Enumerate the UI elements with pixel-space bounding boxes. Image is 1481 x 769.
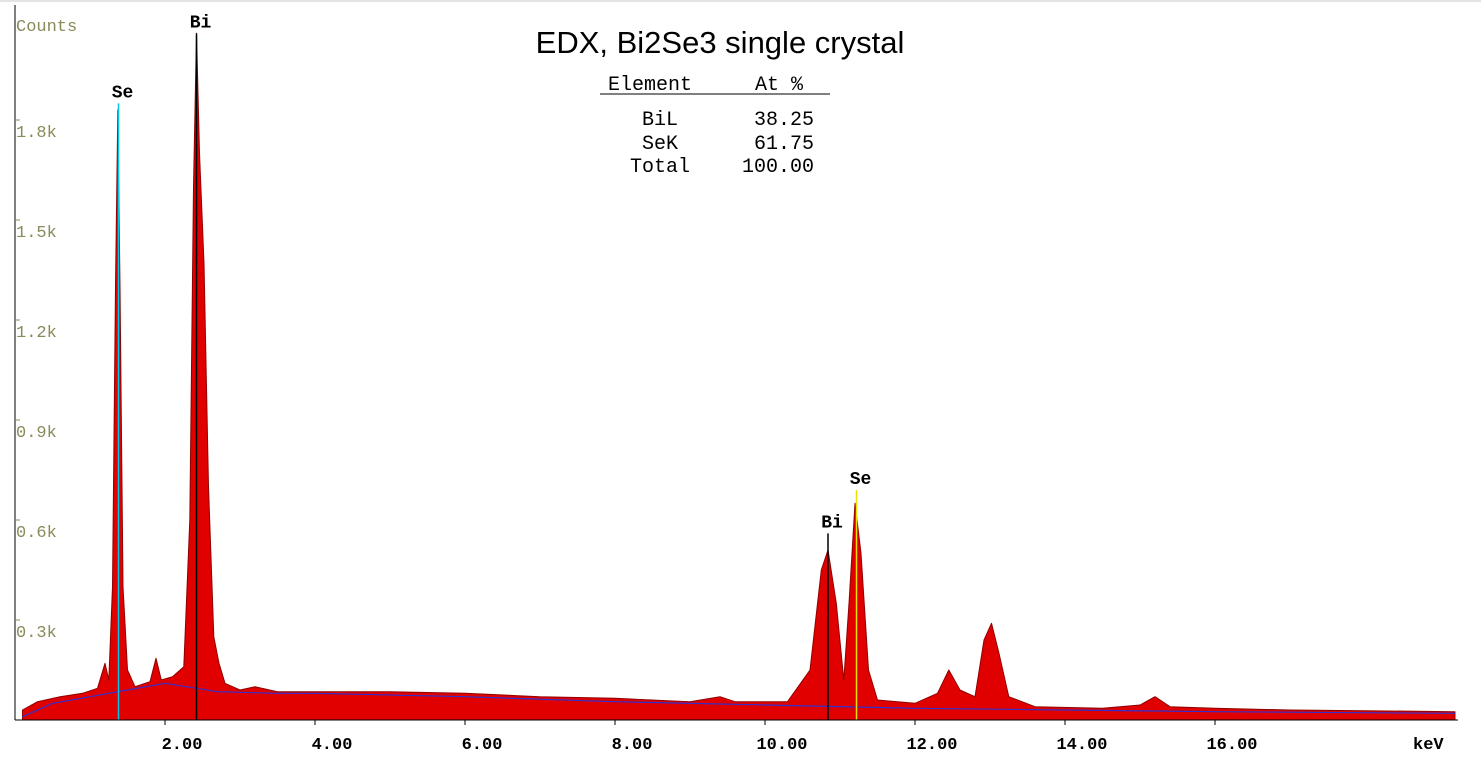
table-cell: 61.75 bbox=[754, 133, 814, 156]
peak-label: Se bbox=[112, 83, 134, 103]
x-tick-label: 8.00 bbox=[612, 736, 653, 755]
table-cell: SeK bbox=[642, 133, 678, 156]
chart-title: EDX, Bi2Se3 single crystal bbox=[536, 25, 905, 60]
peak-label: Bi bbox=[821, 513, 843, 533]
y-tick-label: 0.6k bbox=[16, 524, 57, 543]
x-tick-label: 14.00 bbox=[1056, 736, 1107, 755]
table-header: Element bbox=[608, 74, 692, 97]
composition-table: Element At % BiL 38.25 SeK 61.75 Total 1… bbox=[600, 74, 830, 179]
x-tick-label: 16.00 bbox=[1206, 736, 1257, 755]
y-tick-label: 1.5k bbox=[16, 224, 57, 243]
x-tick-label: 12.00 bbox=[906, 736, 957, 755]
spectrum-area bbox=[22, 32, 1456, 721]
table-cell: 38.25 bbox=[754, 109, 814, 132]
peak-label: Se bbox=[850, 470, 872, 490]
table-cell: BiL bbox=[642, 109, 678, 132]
y-tick-label: 0.3k bbox=[16, 624, 57, 643]
x-tick-label: 6.00 bbox=[462, 736, 503, 755]
y-tick-label: 1.8k bbox=[16, 124, 57, 143]
y-tick-label: 0.9k bbox=[16, 424, 57, 443]
x-tick-label: 10.00 bbox=[756, 736, 807, 755]
table-cell: Total bbox=[630, 156, 690, 179]
y-tick-label: 1.2k bbox=[16, 324, 57, 343]
background-line bbox=[22, 682, 1456, 718]
table-header: At % bbox=[755, 74, 804, 97]
x-axis-label: keV bbox=[1413, 736, 1444, 755]
table-cell: 100.00 bbox=[742, 156, 814, 179]
y-axis-label: Counts bbox=[16, 18, 77, 37]
peak-label: Bi bbox=[190, 13, 212, 33]
x-tick-label: 4.00 bbox=[312, 736, 353, 755]
x-tick-label: 2.00 bbox=[162, 736, 203, 755]
